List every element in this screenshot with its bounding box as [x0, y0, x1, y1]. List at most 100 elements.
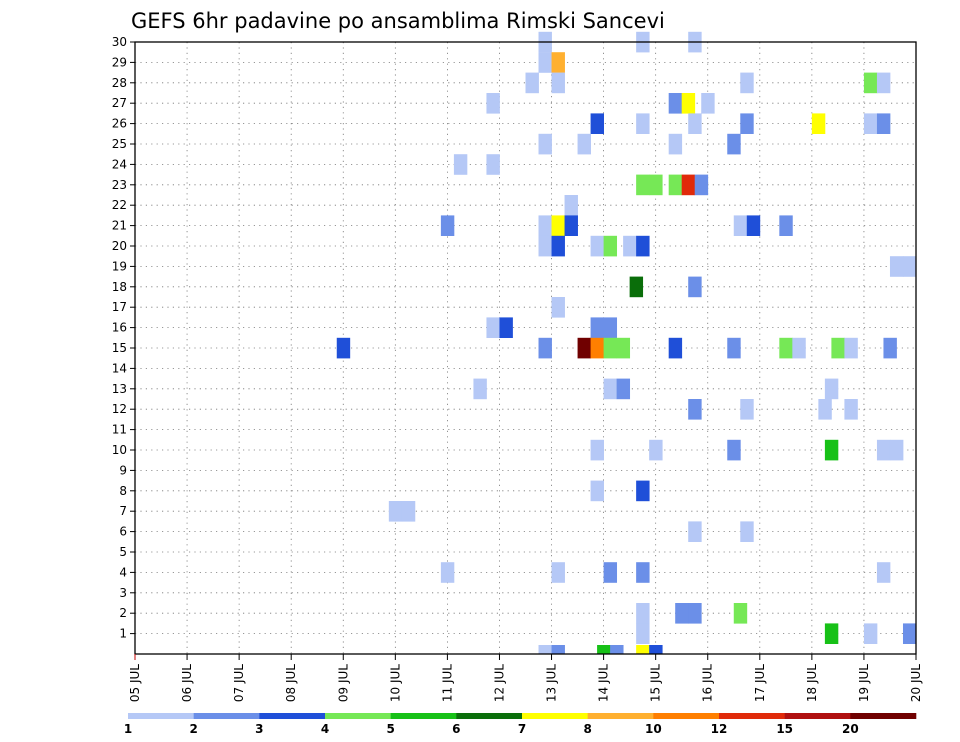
precip-cell	[603, 235, 618, 257]
chart-title: GEFS 6hr padavine po ansamblima Rimski S…	[131, 9, 665, 33]
precip-cell	[336, 337, 351, 359]
precip-cell	[629, 276, 644, 298]
precip-cell	[863, 623, 878, 644]
precip-cell	[649, 439, 663, 461]
y-tick-label: 18	[112, 280, 127, 294]
legend-label: 8	[583, 722, 591, 736]
legend-label: 12	[711, 722, 728, 736]
x-tick-label: 09 JUL	[336, 664, 350, 702]
y-tick-label: 22	[112, 198, 127, 212]
legend-label: 6	[452, 722, 460, 736]
y-tick-label: 13	[112, 382, 127, 396]
x-tick-label: 05 JUL	[128, 664, 142, 702]
precip-cell	[616, 337, 631, 359]
precip-cell	[538, 235, 552, 257]
precip-cell	[590, 439, 604, 461]
precip-cell	[603, 317, 618, 338]
color-legend: 1 2 3 4 5 6 7 8 10 12 15 20	[124, 713, 917, 736]
precip-cell	[727, 337, 741, 359]
precip-cell	[740, 521, 754, 542]
precip-cell	[688, 276, 702, 298]
precip-cell	[499, 317, 513, 338]
precip-cell	[551, 297, 565, 318]
x-tick-label: 14 JUL	[597, 664, 611, 702]
x-tick-label: 19 JUL	[857, 664, 871, 702]
precip-cell	[863, 113, 878, 134]
precip-cell	[675, 603, 689, 624]
precip-cell	[740, 113, 754, 134]
precip-cell-bottom	[649, 645, 663, 654]
legend-swatch	[850, 713, 917, 719]
precip-cell	[811, 113, 826, 134]
y-tick-label: 29	[112, 55, 127, 69]
legend-swatch	[456, 713, 523, 719]
precip-cell	[779, 215, 793, 236]
precip-cell	[590, 317, 604, 338]
precip-cell	[551, 52, 565, 73]
precip-cell	[668, 93, 683, 114]
legend-swatch	[522, 713, 588, 719]
precip-cell	[590, 337, 604, 359]
precip-cell	[590, 235, 604, 257]
legend-swatch	[719, 713, 785, 719]
precip-cell	[818, 399, 832, 420]
x-tick-label: 17 JUL	[753, 664, 767, 702]
y-tick-label: 20	[112, 239, 127, 253]
precip-cell	[701, 93, 715, 114]
precip-cell	[603, 337, 618, 359]
precip-cell	[733, 215, 748, 236]
precip-cell	[538, 215, 552, 236]
y-tick-label: 16	[112, 321, 127, 335]
precip-cell	[688, 521, 702, 542]
precip-cell	[551, 215, 565, 236]
x-tick-label: 18 JUL	[805, 664, 819, 702]
precip-cell	[551, 562, 565, 583]
grid-lines	[135, 42, 916, 654]
precip-cell	[824, 623, 839, 644]
precip-cell	[551, 235, 565, 257]
precip-cell	[902, 256, 917, 277]
precip-cell	[440, 215, 455, 236]
precip-cell	[453, 154, 468, 175]
precip-cell	[668, 133, 683, 155]
y-tick-label: 2	[119, 606, 127, 620]
precip-cell	[688, 603, 702, 624]
x-tick-label: 13 JUL	[545, 664, 559, 702]
x-tick-label: 07 JUL	[232, 664, 246, 702]
precip-cell	[876, 72, 891, 94]
y-tick-label: 7	[119, 504, 127, 518]
precip-cell	[649, 174, 663, 196]
y-tick-label: 12	[112, 402, 127, 416]
precip-cell	[844, 399, 858, 420]
precip-cell	[824, 378, 839, 400]
precip-cell	[590, 113, 604, 134]
precip-cell	[551, 72, 565, 94]
x-axis-ticks: 05 JUL 06 JUL 07 JUL 08 JUL 09 JUL 10 JUL 11 J…	[128, 654, 923, 702]
legend-swatch	[259, 713, 326, 719]
precip-cell	[902, 623, 917, 644]
precip-cell	[668, 174, 683, 196]
precip-cell	[538, 52, 552, 73]
legend-label: 1	[124, 722, 132, 736]
y-tick-label: 17	[112, 300, 127, 314]
precip-cell	[779, 337, 793, 359]
precip-cell	[889, 256, 904, 277]
precip-cell	[564, 215, 578, 236]
legend-swatch	[325, 713, 391, 719]
precip-cell-bottom	[636, 645, 650, 654]
precip-cell	[746, 215, 761, 236]
x-tick-label: 06 JUL	[180, 664, 194, 702]
precip-cell	[636, 113, 650, 134]
y-tick-label: 21	[112, 219, 127, 233]
y-tick-label: 10	[112, 443, 127, 457]
y-tick-label: 6	[119, 525, 127, 539]
x-tick-label: 12 JUL	[492, 664, 506, 702]
precip-cell-bottom	[610, 645, 624, 654]
precip-cell	[876, 562, 891, 583]
x-tick-label: 08 JUL	[284, 664, 298, 702]
precip-cell	[538, 337, 552, 359]
precip-cell	[831, 337, 845, 359]
legend-label: 20	[842, 722, 859, 736]
precip-cell	[688, 113, 702, 134]
y-tick-label: 9	[119, 463, 127, 477]
